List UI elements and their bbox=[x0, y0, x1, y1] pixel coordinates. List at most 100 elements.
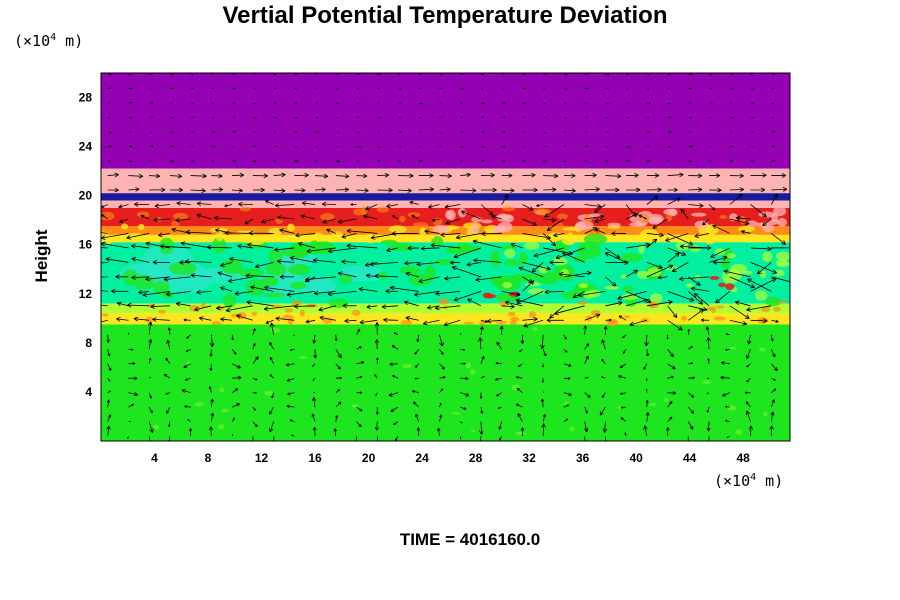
wind-vector bbox=[422, 319, 440, 326]
wind-vector bbox=[418, 187, 435, 192]
wind-vector bbox=[729, 145, 734, 148]
wind-vector bbox=[232, 102, 236, 104]
wind-vector bbox=[771, 233, 786, 245]
heatmap-blob bbox=[702, 380, 712, 385]
wind-vector bbox=[680, 208, 689, 220]
wind-vector bbox=[449, 260, 461, 265]
heatmap-blob bbox=[647, 267, 662, 277]
wind-vector bbox=[645, 349, 650, 357]
wind-vector bbox=[498, 421, 503, 430]
wind-vector bbox=[475, 276, 502, 282]
wind-vector bbox=[107, 101, 111, 104]
wind-vector bbox=[107, 160, 110, 163]
wind-vector bbox=[750, 187, 766, 193]
wind-vector bbox=[315, 146, 318, 148]
wind-vector bbox=[184, 377, 191, 381]
wind-vector bbox=[128, 160, 132, 163]
wind-vector bbox=[375, 392, 378, 397]
wind-vector bbox=[667, 290, 695, 302]
wind-vector bbox=[176, 201, 191, 206]
wind-vector bbox=[690, 286, 710, 292]
wind-vector bbox=[495, 361, 502, 365]
wind-vector bbox=[231, 403, 240, 408]
heatmap-band-0 bbox=[101, 73, 790, 169]
wind-vector bbox=[523, 319, 544, 328]
wind-vector bbox=[554, 305, 585, 316]
wind-vector bbox=[480, 146, 485, 149]
wind-vector bbox=[101, 261, 108, 264]
heatmap-blob bbox=[380, 239, 398, 245]
heatmap-blob bbox=[624, 315, 630, 319]
heatmap-blob bbox=[215, 231, 224, 242]
wind-vector bbox=[209, 363, 213, 371]
wind-vector bbox=[453, 290, 482, 302]
wind-vector bbox=[196, 213, 212, 220]
wind-vector bbox=[107, 87, 112, 90]
wind-vector bbox=[667, 305, 678, 319]
heatmap-blob bbox=[763, 412, 768, 417]
heatmap-blob bbox=[105, 235, 113, 245]
wind-vector bbox=[741, 229, 751, 234]
wind-vector bbox=[667, 87, 671, 90]
heatmap-blob bbox=[284, 308, 294, 313]
wind-vector bbox=[671, 262, 689, 272]
x-tick-label: 36 bbox=[576, 451, 590, 465]
wind-vector bbox=[211, 116, 215, 119]
wind-vector bbox=[771, 145, 775, 148]
wind-vector bbox=[435, 290, 461, 296]
wind-vector bbox=[745, 349, 751, 359]
wind-vector bbox=[605, 318, 612, 322]
wind-vector bbox=[365, 204, 378, 211]
wind-vector bbox=[318, 305, 336, 312]
wind-vector bbox=[544, 289, 564, 295]
wind-vector bbox=[356, 87, 360, 90]
wind-vector bbox=[375, 407, 379, 415]
wind-vector bbox=[563, 117, 568, 120]
wind-vector bbox=[287, 392, 295, 396]
y-tick-labels: 4 8 12 16 20 24 28 bbox=[79, 91, 93, 399]
wind-vector bbox=[149, 116, 153, 119]
wind-vector bbox=[563, 145, 567, 148]
wind-vector bbox=[646, 130, 651, 133]
wind-vector bbox=[501, 145, 506, 148]
wind-vector bbox=[107, 131, 112, 134]
wind-vector bbox=[688, 160, 692, 163]
wind-vector bbox=[405, 271, 419, 278]
heatmap-blob bbox=[665, 214, 673, 222]
heatmap-blob bbox=[290, 281, 307, 290]
wind-vector bbox=[667, 116, 672, 119]
wind-vector bbox=[335, 376, 343, 380]
wind-vector bbox=[638, 214, 648, 220]
wind-vector bbox=[584, 87, 589, 90]
wind-vector bbox=[746, 363, 751, 368]
wind-vector bbox=[770, 363, 778, 372]
wind-vector bbox=[232, 159, 236, 162]
wind-vector bbox=[522, 131, 526, 134]
wind-vector bbox=[148, 339, 153, 350]
y-axis-label: Height bbox=[32, 229, 51, 283]
wind-vector bbox=[101, 319, 108, 323]
time-label: TIME = 4016160.0 bbox=[399, 530, 541, 549]
wind-vector bbox=[646, 232, 664, 238]
heatmap-blob bbox=[172, 212, 188, 220]
wind-vector bbox=[271, 392, 274, 399]
wind-vector bbox=[301, 201, 316, 206]
wind-vector bbox=[194, 305, 212, 312]
wind-vector bbox=[443, 319, 461, 327]
wind-vector bbox=[605, 187, 620, 193]
heatmap-blob bbox=[479, 320, 486, 325]
wind-vector bbox=[563, 102, 567, 105]
wind-vector bbox=[154, 203, 170, 209]
heatmap-blob bbox=[351, 309, 361, 316]
wind-vector bbox=[434, 305, 461, 311]
wind-vector bbox=[594, 218, 606, 224]
wind-vector bbox=[707, 358, 710, 364]
wind-vector bbox=[385, 288, 399, 294]
heatmap-blob bbox=[495, 320, 507, 324]
wind-vector bbox=[335, 363, 341, 370]
wind-vector bbox=[397, 188, 412, 193]
wind-vector bbox=[290, 348, 295, 352]
wind-vector bbox=[770, 193, 778, 205]
wind-vector bbox=[397, 73, 401, 76]
heatmap-blob bbox=[528, 311, 537, 318]
